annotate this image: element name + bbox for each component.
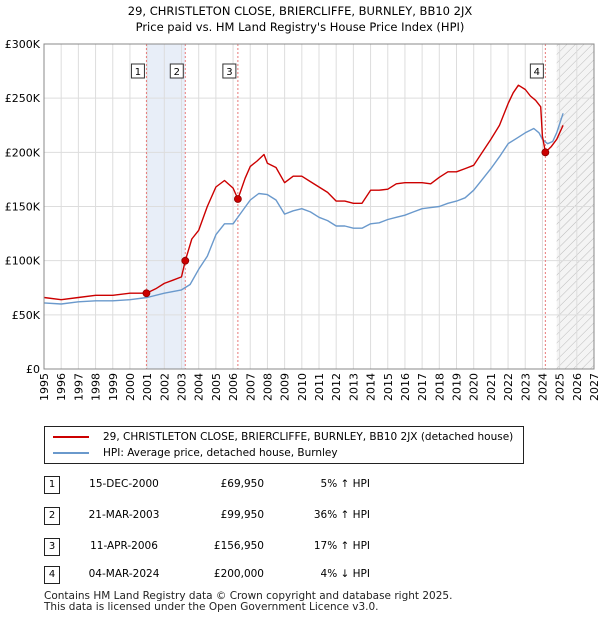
x-tick-label: 2020 xyxy=(468,373,481,401)
y-tick-label: £150K xyxy=(5,201,41,214)
x-tick-label: 2004 xyxy=(193,373,206,401)
x-tick-label: 2010 xyxy=(296,373,309,401)
series-line-hpi xyxy=(43,113,564,305)
x-tick-label: 2023 xyxy=(519,373,532,401)
sale-date: 04-MAR-2024 xyxy=(88,568,160,580)
x-tick-label: 1998 xyxy=(90,373,103,401)
plot-frame xyxy=(43,43,595,370)
sale-number: 3 xyxy=(44,538,60,556)
sale-hpi-diff: 5% ↑ HPI xyxy=(320,478,370,490)
y-tick-label: £300K xyxy=(5,38,41,51)
sale-label-box xyxy=(222,63,237,79)
sale-number: 4 xyxy=(44,566,60,584)
sale-price: £156,950 xyxy=(213,540,264,552)
x-tick-label: 2018 xyxy=(433,373,446,401)
x-tick-label: 2005 xyxy=(210,373,223,401)
legend-label-hpi: HPI: Average price, detached house, Burn… xyxy=(103,447,338,459)
sale-date: 15-DEC-2000 xyxy=(89,478,159,490)
x-tick-label: 2022 xyxy=(502,373,515,401)
footer-attribution: Contains HM Land Registry data © Crown c… xyxy=(44,591,452,613)
legend-item-hpi: HPI: Average price, detached house, Burn… xyxy=(53,445,338,461)
x-tick-label: 2024 xyxy=(536,373,549,401)
x-tick-label: 2006 xyxy=(227,373,240,401)
legend-swatch-property xyxy=(53,436,89,438)
sale-point xyxy=(181,256,190,265)
x-tick-label: 2016 xyxy=(399,373,412,401)
sale-price: £69,950 xyxy=(220,478,264,490)
y-tick-label: £50K xyxy=(12,309,41,322)
price-chart: 1 2 3 4 £0 £50K £100K £150K £200K £250K £300K 1995 1… xyxy=(5,38,600,401)
footer-line: This data is licensed under the Open Gov… xyxy=(44,601,379,613)
sale-label: 4 xyxy=(534,67,540,78)
y-tick-label: £200K xyxy=(5,146,41,159)
x-tick-label: 1997 xyxy=(72,373,85,401)
sale-label-box xyxy=(130,63,145,79)
sale-label: 3 xyxy=(226,67,232,78)
x-tick-label: 2019 xyxy=(451,373,464,401)
sale-price: £99,950 xyxy=(220,509,264,521)
sale-label-box xyxy=(169,63,184,79)
sale-hpi-diff: 17% ↑ HPI xyxy=(313,540,370,552)
x-tick-label: 2014 xyxy=(365,373,378,401)
legend-label-property: 29, CHRISTLETON CLOSE, BRIERCLIFFE, BURN… xyxy=(103,431,514,443)
sale-hpi-diff: 36% ↑ HPI xyxy=(313,509,370,521)
x-tick-label: 2003 xyxy=(176,373,189,401)
x-tick-label: 2008 xyxy=(261,373,274,401)
sale-number: 2 xyxy=(44,507,60,525)
y-tick-label: £100K xyxy=(5,255,41,268)
sale-number: 1 xyxy=(44,476,60,494)
x-tick-label: 1995 xyxy=(38,373,51,401)
chart-title: 29, CHRISTLETON CLOSE, BRIERCLIFFE, BURN… xyxy=(127,4,473,18)
x-tick-label: 2009 xyxy=(279,373,292,401)
legend: 29, CHRISTLETON CLOSE, BRIERCLIFFE, BURN… xyxy=(44,426,524,464)
x-tick-label: 2025 xyxy=(554,373,567,401)
x-tick-label: 2015 xyxy=(382,373,395,401)
x-tick-label: 2012 xyxy=(330,373,343,401)
x-tick-label: 2017 xyxy=(416,373,429,401)
sale-point xyxy=(233,195,242,203)
x-tick-label: 2007 xyxy=(244,373,257,401)
sale-date: 11-APR-2006 xyxy=(90,540,158,552)
x-tick-label: 2000 xyxy=(124,373,137,401)
x-tick-label: 2026 xyxy=(571,373,584,401)
sale-price: £200,000 xyxy=(213,568,264,580)
x-tick-label: 2021 xyxy=(485,373,498,401)
chart-subtitle: Price paid vs. HM Land Registry's House … xyxy=(135,20,465,34)
sale-label: 1 xyxy=(135,67,141,78)
sale-label-box xyxy=(529,63,544,79)
footer-line: Contains HM Land Registry data © Crown c… xyxy=(44,590,453,602)
sale-point xyxy=(142,289,151,298)
y-tick-label: £0 xyxy=(26,363,40,376)
legend-swatch-hpi xyxy=(53,452,89,454)
x-tick-label: 1999 xyxy=(107,373,120,401)
sale-hpi-diff: 4% ↓ HPI xyxy=(320,568,370,580)
x-tick-label: 1996 xyxy=(55,373,68,401)
x-tick-label: 2001 xyxy=(141,373,154,401)
x-tick-label: 2011 xyxy=(313,373,326,401)
y-tick-label: £250K xyxy=(5,92,41,105)
sale-point xyxy=(541,148,550,157)
x-tick-label: 2002 xyxy=(158,373,171,401)
series-line-property xyxy=(43,84,564,301)
x-tick-label: 2027 xyxy=(588,373,600,401)
sale-label: 2 xyxy=(174,67,180,78)
legend-item-property: 29, CHRISTLETON CLOSE, BRIERCLIFFE, BURN… xyxy=(53,429,513,445)
sale-date: 21-MAR-2003 xyxy=(88,509,160,521)
x-tick-label: 2013 xyxy=(347,373,360,401)
